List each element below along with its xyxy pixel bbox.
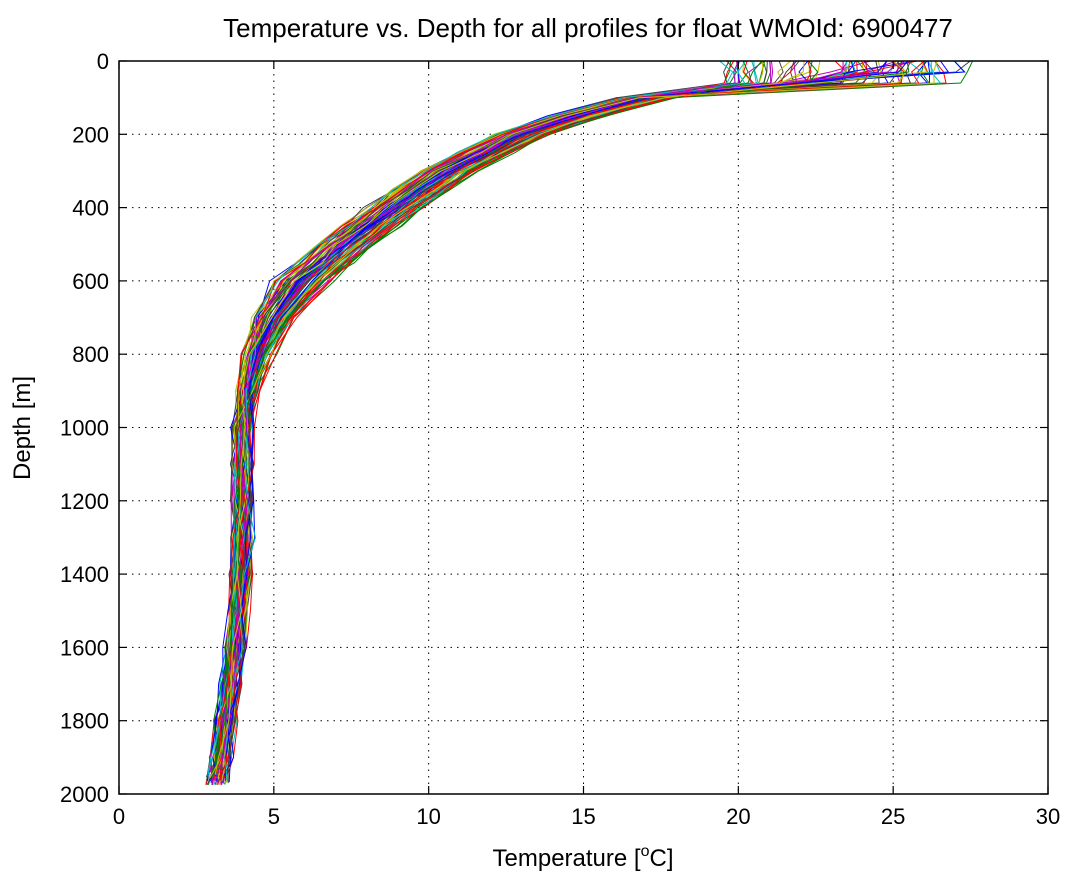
x-tick-label: 15: [571, 804, 595, 829]
x-axis-label: Temperature [oC]: [493, 843, 674, 872]
y-tick-label: 0: [97, 49, 109, 74]
profile-line: [214, 60, 938, 775]
x-axis-label-post: C]: [649, 845, 673, 872]
profile-line: [224, 60, 747, 782]
x-tick-label: 25: [881, 804, 905, 829]
y-tick-label: 800: [72, 342, 109, 367]
y-tick-label: 1200: [60, 489, 109, 514]
chart-title: Temperature vs. Depth for all profiles f…: [223, 13, 953, 43]
profile-line: [206, 60, 813, 785]
y-tick-label: 1800: [60, 709, 109, 734]
y-tick-label: 1600: [60, 635, 109, 660]
x-tick-label: 30: [1036, 804, 1060, 829]
axis-ticks: 0 5 10 15 20 25 30 0 200 400 600 800 1000 1200 1400 160…: [60, 49, 1060, 829]
x-tick-label: 10: [416, 804, 440, 829]
profile-line: [226, 60, 912, 774]
profile-lines: [205, 60, 974, 785]
y-tick-label: 200: [72, 122, 109, 147]
y-tick-label: 1000: [60, 416, 109, 441]
y-tick-label: 1400: [60, 562, 109, 587]
y-tick-label: 400: [72, 196, 109, 221]
y-axis-label: Depth [m]: [9, 376, 36, 480]
x-tick-label: 20: [726, 804, 750, 829]
y-tick-label: 600: [72, 269, 109, 294]
grid-lines: [119, 61, 1048, 794]
y-tick-label: 2000: [60, 782, 109, 807]
x-axis-label-pre: Temperature [: [493, 845, 641, 872]
profile-line: [214, 60, 739, 781]
x-tick-label: 5: [268, 804, 280, 829]
profile-line: [212, 60, 925, 781]
x-tick-label: 0: [113, 804, 125, 829]
x-axis-label-sup: o: [641, 843, 650, 860]
profile-line: [209, 60, 928, 778]
